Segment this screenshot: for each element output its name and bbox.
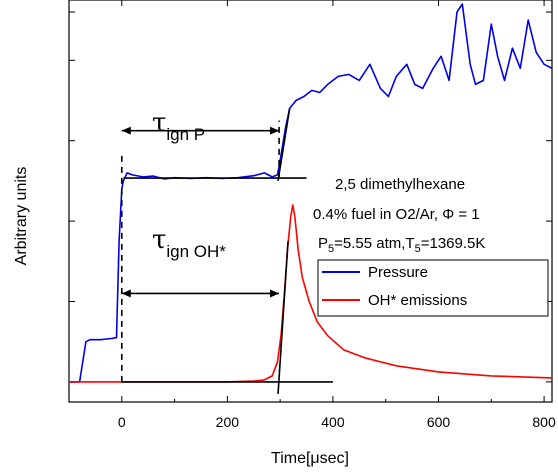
oh-tangent: [277, 241, 289, 395]
y-axis-title: Arbitrary units: [13, 167, 30, 266]
annotation-guides: [120, 108, 333, 395]
plot-frame: [68, 0, 553, 403]
legend-label-pressure: Pressure: [368, 264, 428, 281]
tau-oh-label: τign OH*: [152, 225, 226, 261]
legend: Pressure OH* emissions: [317, 259, 549, 317]
annotation-mixture: 0.4% fuel in O2/Ar, Φ = 1: [313, 206, 480, 223]
pressure-tangent: [277, 108, 291, 182]
annotation-fuel: 2,5 dimethylhexane: [335, 176, 465, 193]
series-line-pressure: [69, 3, 553, 383]
tau-p-arrow-head-left: [121, 126, 131, 135]
tau-p-label: τign P: [152, 108, 205, 144]
x-axis-title: Time[μsec]: [271, 450, 349, 467]
series-layer: [69, 3, 553, 383]
x-tick-label: 600: [427, 414, 451, 430]
tau-oh-arrow-head-left: [121, 289, 131, 298]
x-tick-label: 0: [118, 414, 126, 430]
tau-oh-arrow-head-right: [270, 289, 280, 298]
x-tick-label: 800: [532, 414, 556, 430]
legend-label-oh: OH* emissions: [368, 292, 467, 309]
legend-box: [317, 259, 549, 317]
x-tick-label: 400: [321, 414, 345, 430]
annotation-conditions: P5=5.55 atm,T5=1369.5K: [318, 235, 485, 255]
x-axis-ticks: 0 200 400 600 800: [68, 0, 556, 430]
x-tick-label: 200: [216, 414, 240, 430]
tau-p-arrow-head-right: [270, 126, 280, 135]
y-axis-ticks: [69, 11, 552, 383]
